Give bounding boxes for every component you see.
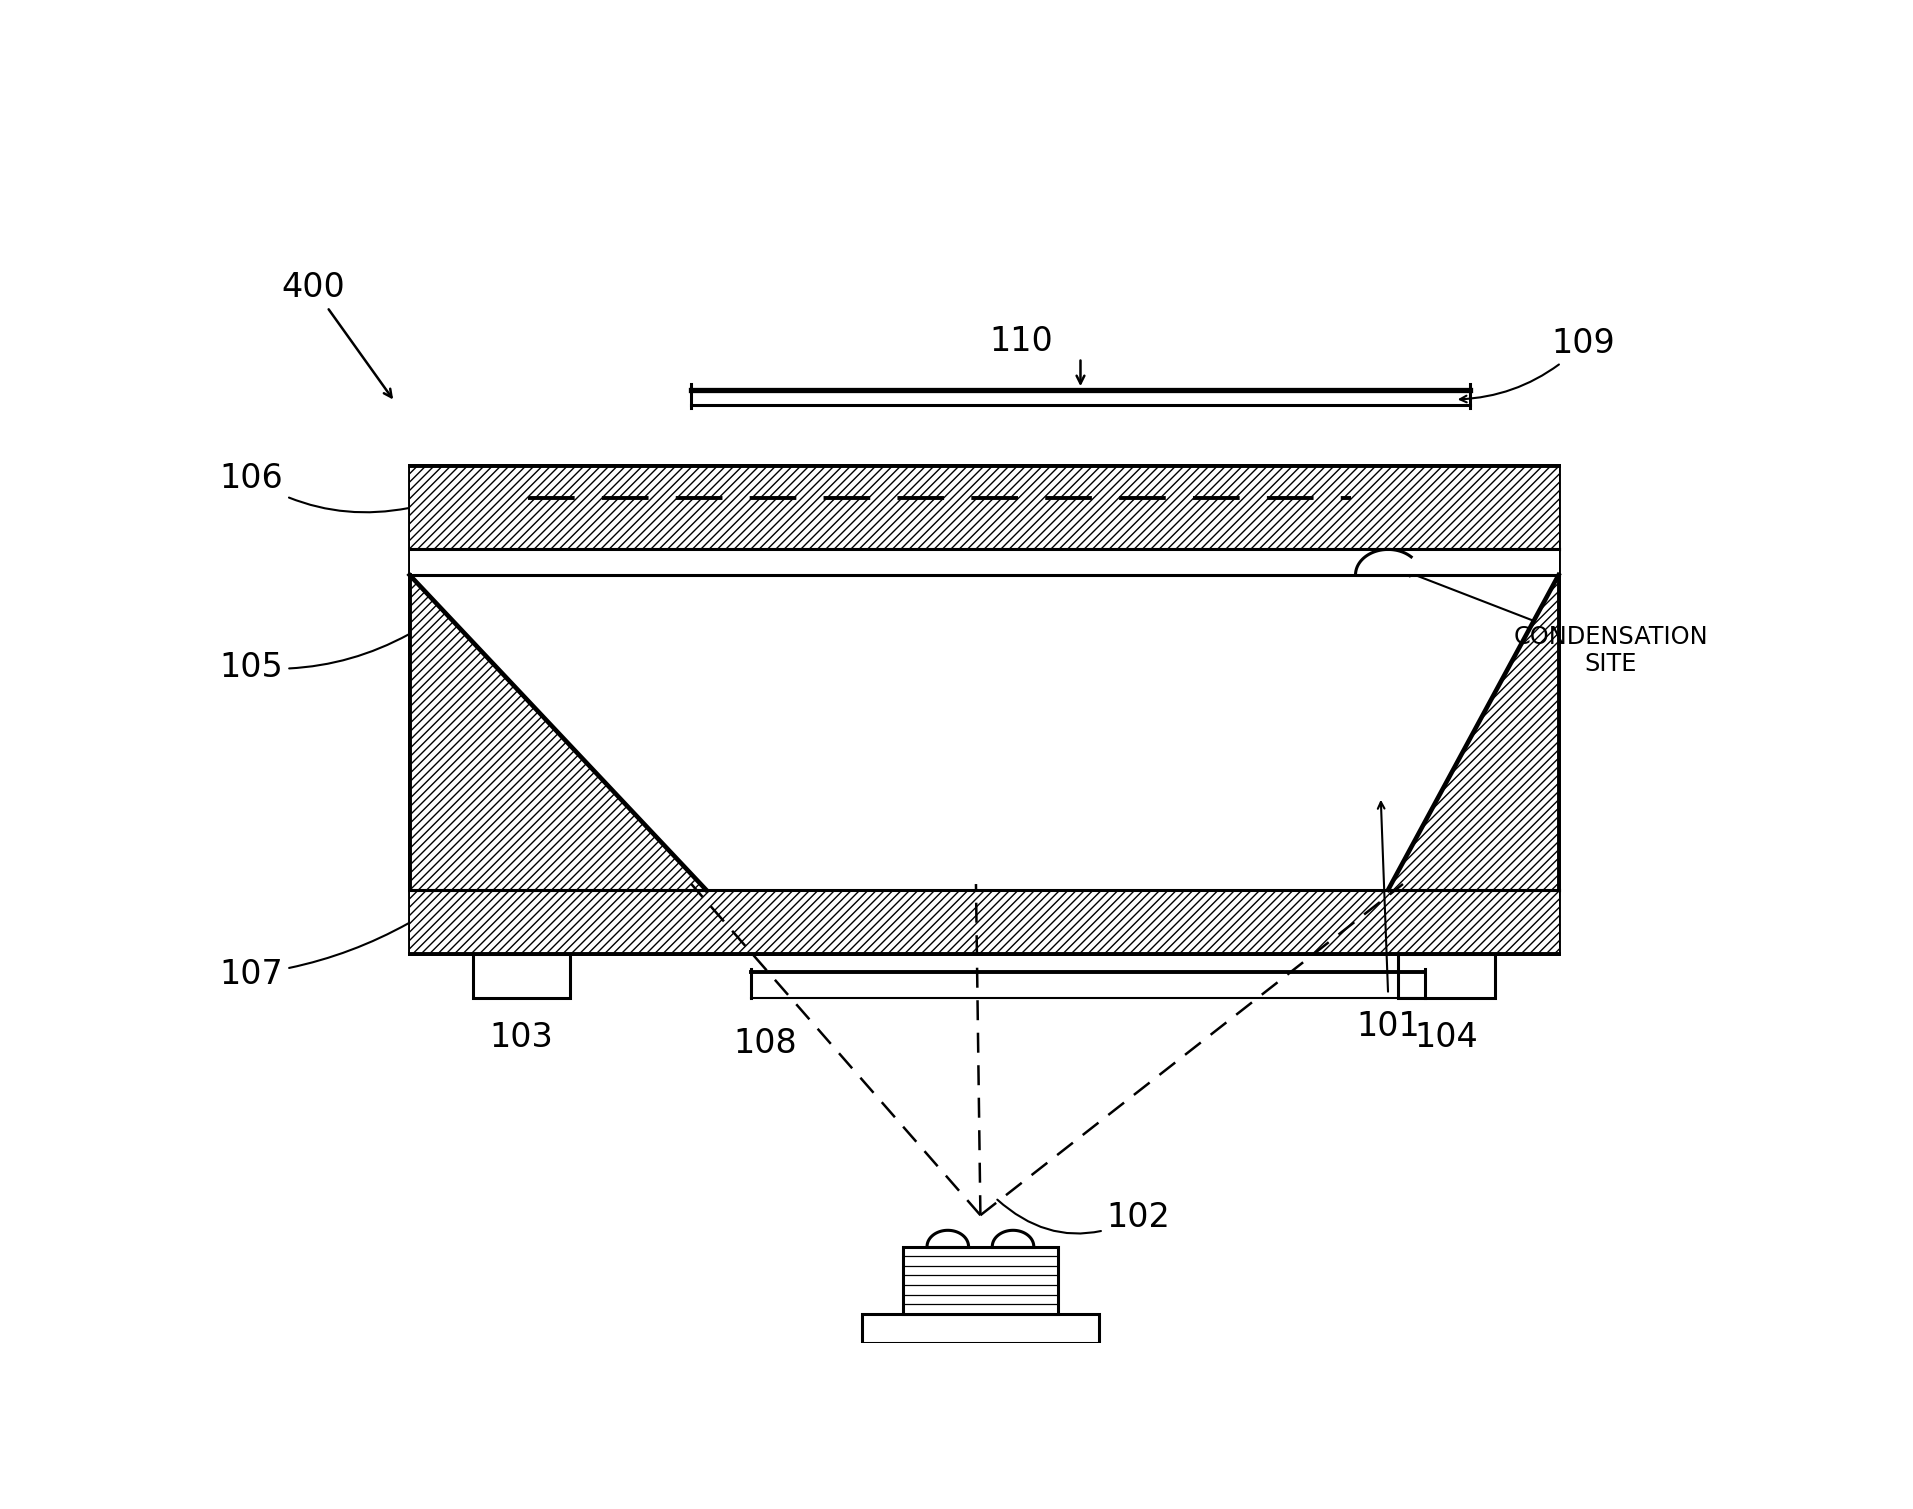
Bar <box>473 954 570 997</box>
Text: 104: 104 <box>1416 1022 1479 1055</box>
Text: CONDENSATION
SITE: CONDENSATION SITE <box>1404 570 1708 676</box>
Bar <box>861 1314 1098 1343</box>
Text: 107: 107 <box>220 924 409 990</box>
Bar <box>409 549 1559 575</box>
Text: 110: 110 <box>989 324 1052 358</box>
Text: 108: 108 <box>733 1028 798 1059</box>
Text: 400: 400 <box>281 272 392 397</box>
Text: 103: 103 <box>490 1022 553 1055</box>
Text: 109: 109 <box>1460 327 1615 403</box>
Bar <box>1398 954 1494 997</box>
Text: 102: 102 <box>997 1200 1171 1234</box>
Text: 105: 105 <box>220 634 409 685</box>
Bar <box>409 466 1559 954</box>
Bar <box>903 1246 1058 1314</box>
Polygon shape <box>1389 575 1559 890</box>
Text: 101: 101 <box>1356 1010 1419 1043</box>
Text: 106: 106 <box>220 462 407 512</box>
Bar <box>409 466 1559 549</box>
Bar <box>409 890 1559 954</box>
Polygon shape <box>409 575 706 890</box>
